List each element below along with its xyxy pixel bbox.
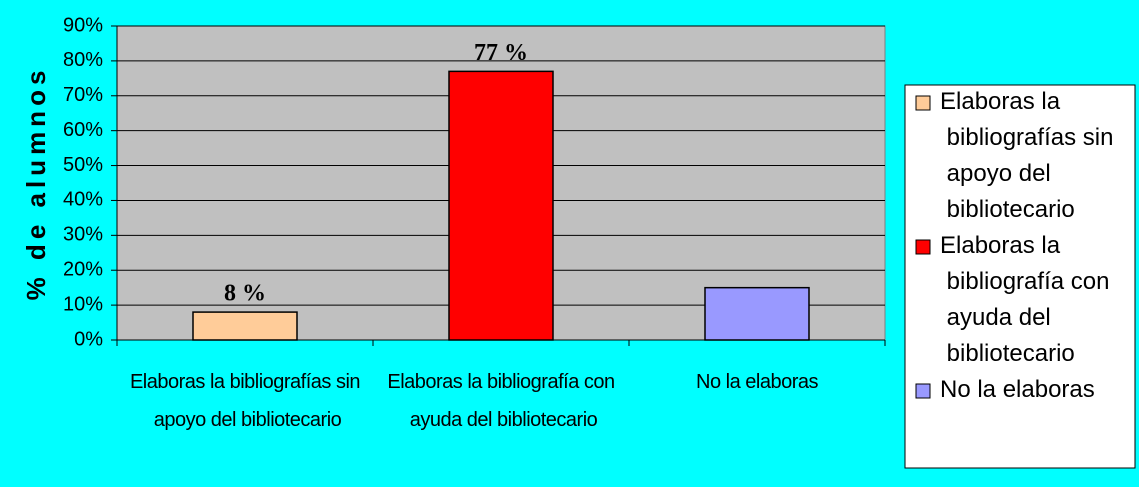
y-tick-label: 20% [63,259,103,281]
legend-box [904,84,1136,469]
y-tick-label: 50% [63,154,103,176]
y-tick-label: 80% [63,49,103,71]
bar [704,286,810,341]
y-tick-label: 10% [63,293,103,315]
legend-label: Elaboras la bibliografía con ayuda del b… [940,232,1109,367]
legend-swatch [915,239,931,255]
bar [192,311,298,341]
y-axis-title: % de alumnos [21,66,51,301]
y-tick-label: 30% [63,224,103,246]
legend-label: No la elaboras [940,376,1095,403]
x-tick-label: Elaboras la bibliografía con ayuda del b… [387,371,614,431]
x-tick-label: Elaboras la bibliografías sin apoyo del … [130,371,360,431]
y-tick-label: 70% [63,84,103,106]
y-tick-label: 0% [74,328,103,350]
x-tick-label: No la elaboras [696,371,818,393]
bar [448,70,554,341]
legend-swatch [915,95,931,111]
legend-label: Elaboras la bibliografías sin apoyo del … [940,88,1113,223]
legend-swatch [915,383,931,399]
y-tick-label: 40% [63,189,103,211]
value-label: 77 % [474,40,528,66]
value-label: 8 % [224,281,266,307]
y-tick-label: 60% [63,119,103,141]
y-tick-label: 90% [63,14,103,36]
